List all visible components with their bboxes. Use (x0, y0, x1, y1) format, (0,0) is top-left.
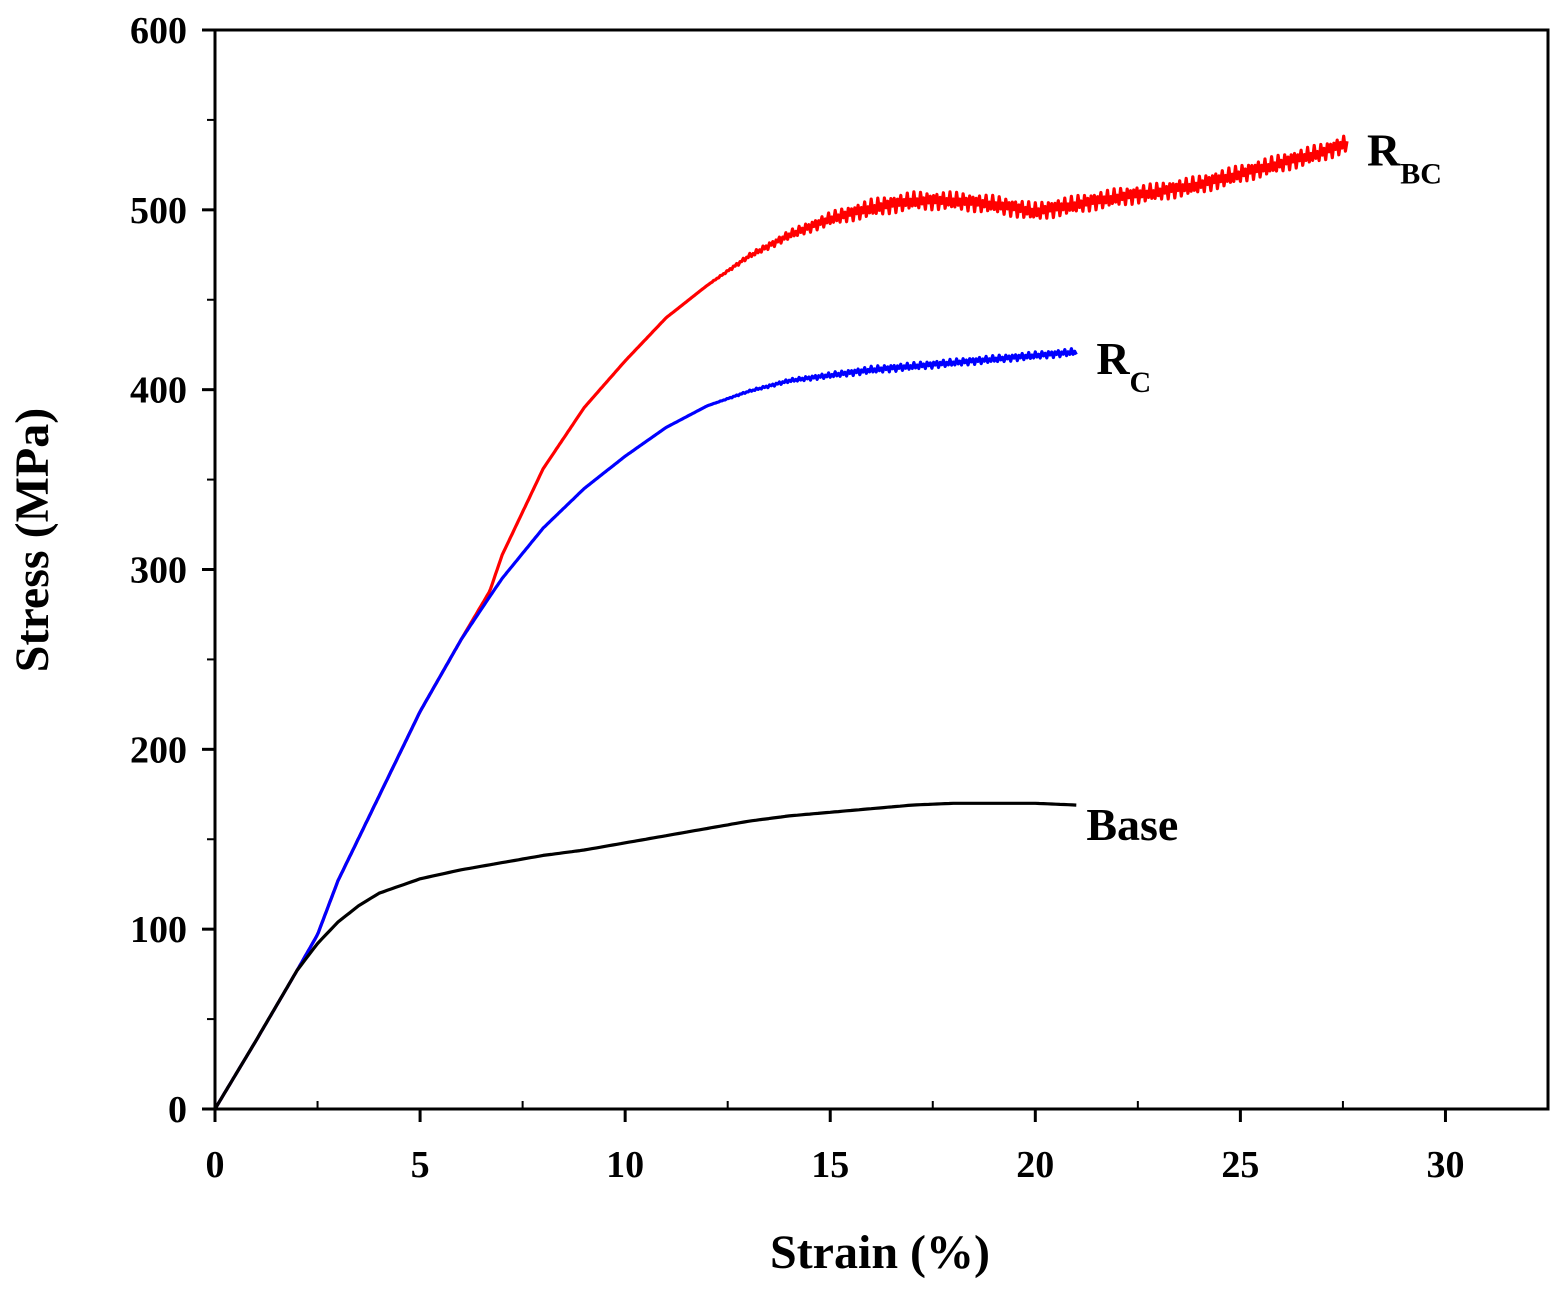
x-tick-label: 30 (1426, 1144, 1464, 1186)
x-tick-label: 15 (811, 1144, 849, 1186)
x-tick-label: 20 (1016, 1144, 1054, 1186)
y-tick-label: 0 (168, 1089, 187, 1131)
x-tick-label: 25 (1221, 1144, 1259, 1186)
x-tick-label: 10 (606, 1144, 644, 1186)
series-label-main: R (1367, 124, 1401, 175)
y-tick-label: 400 (130, 370, 187, 412)
series-line-r-bc (213, 134, 1349, 1110)
y-axis-title: Stress (MPa) (6, 408, 59, 672)
series-label-r-c: RC (1096, 333, 1151, 399)
y-tick-label: 200 (130, 729, 187, 771)
series-label-main: R (1096, 333, 1130, 384)
minor-ticks (207, 118, 1549, 1109)
series-label-base: Base (1086, 799, 1178, 850)
y-tick-label: 300 (130, 550, 187, 592)
x-axis-title: Strain (%) (770, 1226, 990, 1279)
major-ticks (202, 28, 1447, 1122)
series-line-r-c (213, 347, 1078, 1110)
y-tick-label: 100 (130, 909, 187, 951)
y-tick-label: 500 (130, 190, 187, 232)
x-tick-label: 5 (411, 1144, 430, 1186)
series-label-main: Base (1086, 799, 1178, 850)
y-tick-label: 600 (130, 10, 187, 52)
x-tick-label: 0 (206, 1144, 225, 1186)
series-lines (213, 134, 1349, 1110)
series-label-subscript: BC (1400, 157, 1442, 190)
plot-frame (213, 28, 1550, 1111)
series-line-base (213, 801, 1077, 1110)
series-label-subscript: C (1130, 366, 1152, 399)
series-label-r-bc: RBC (1367, 124, 1442, 190)
